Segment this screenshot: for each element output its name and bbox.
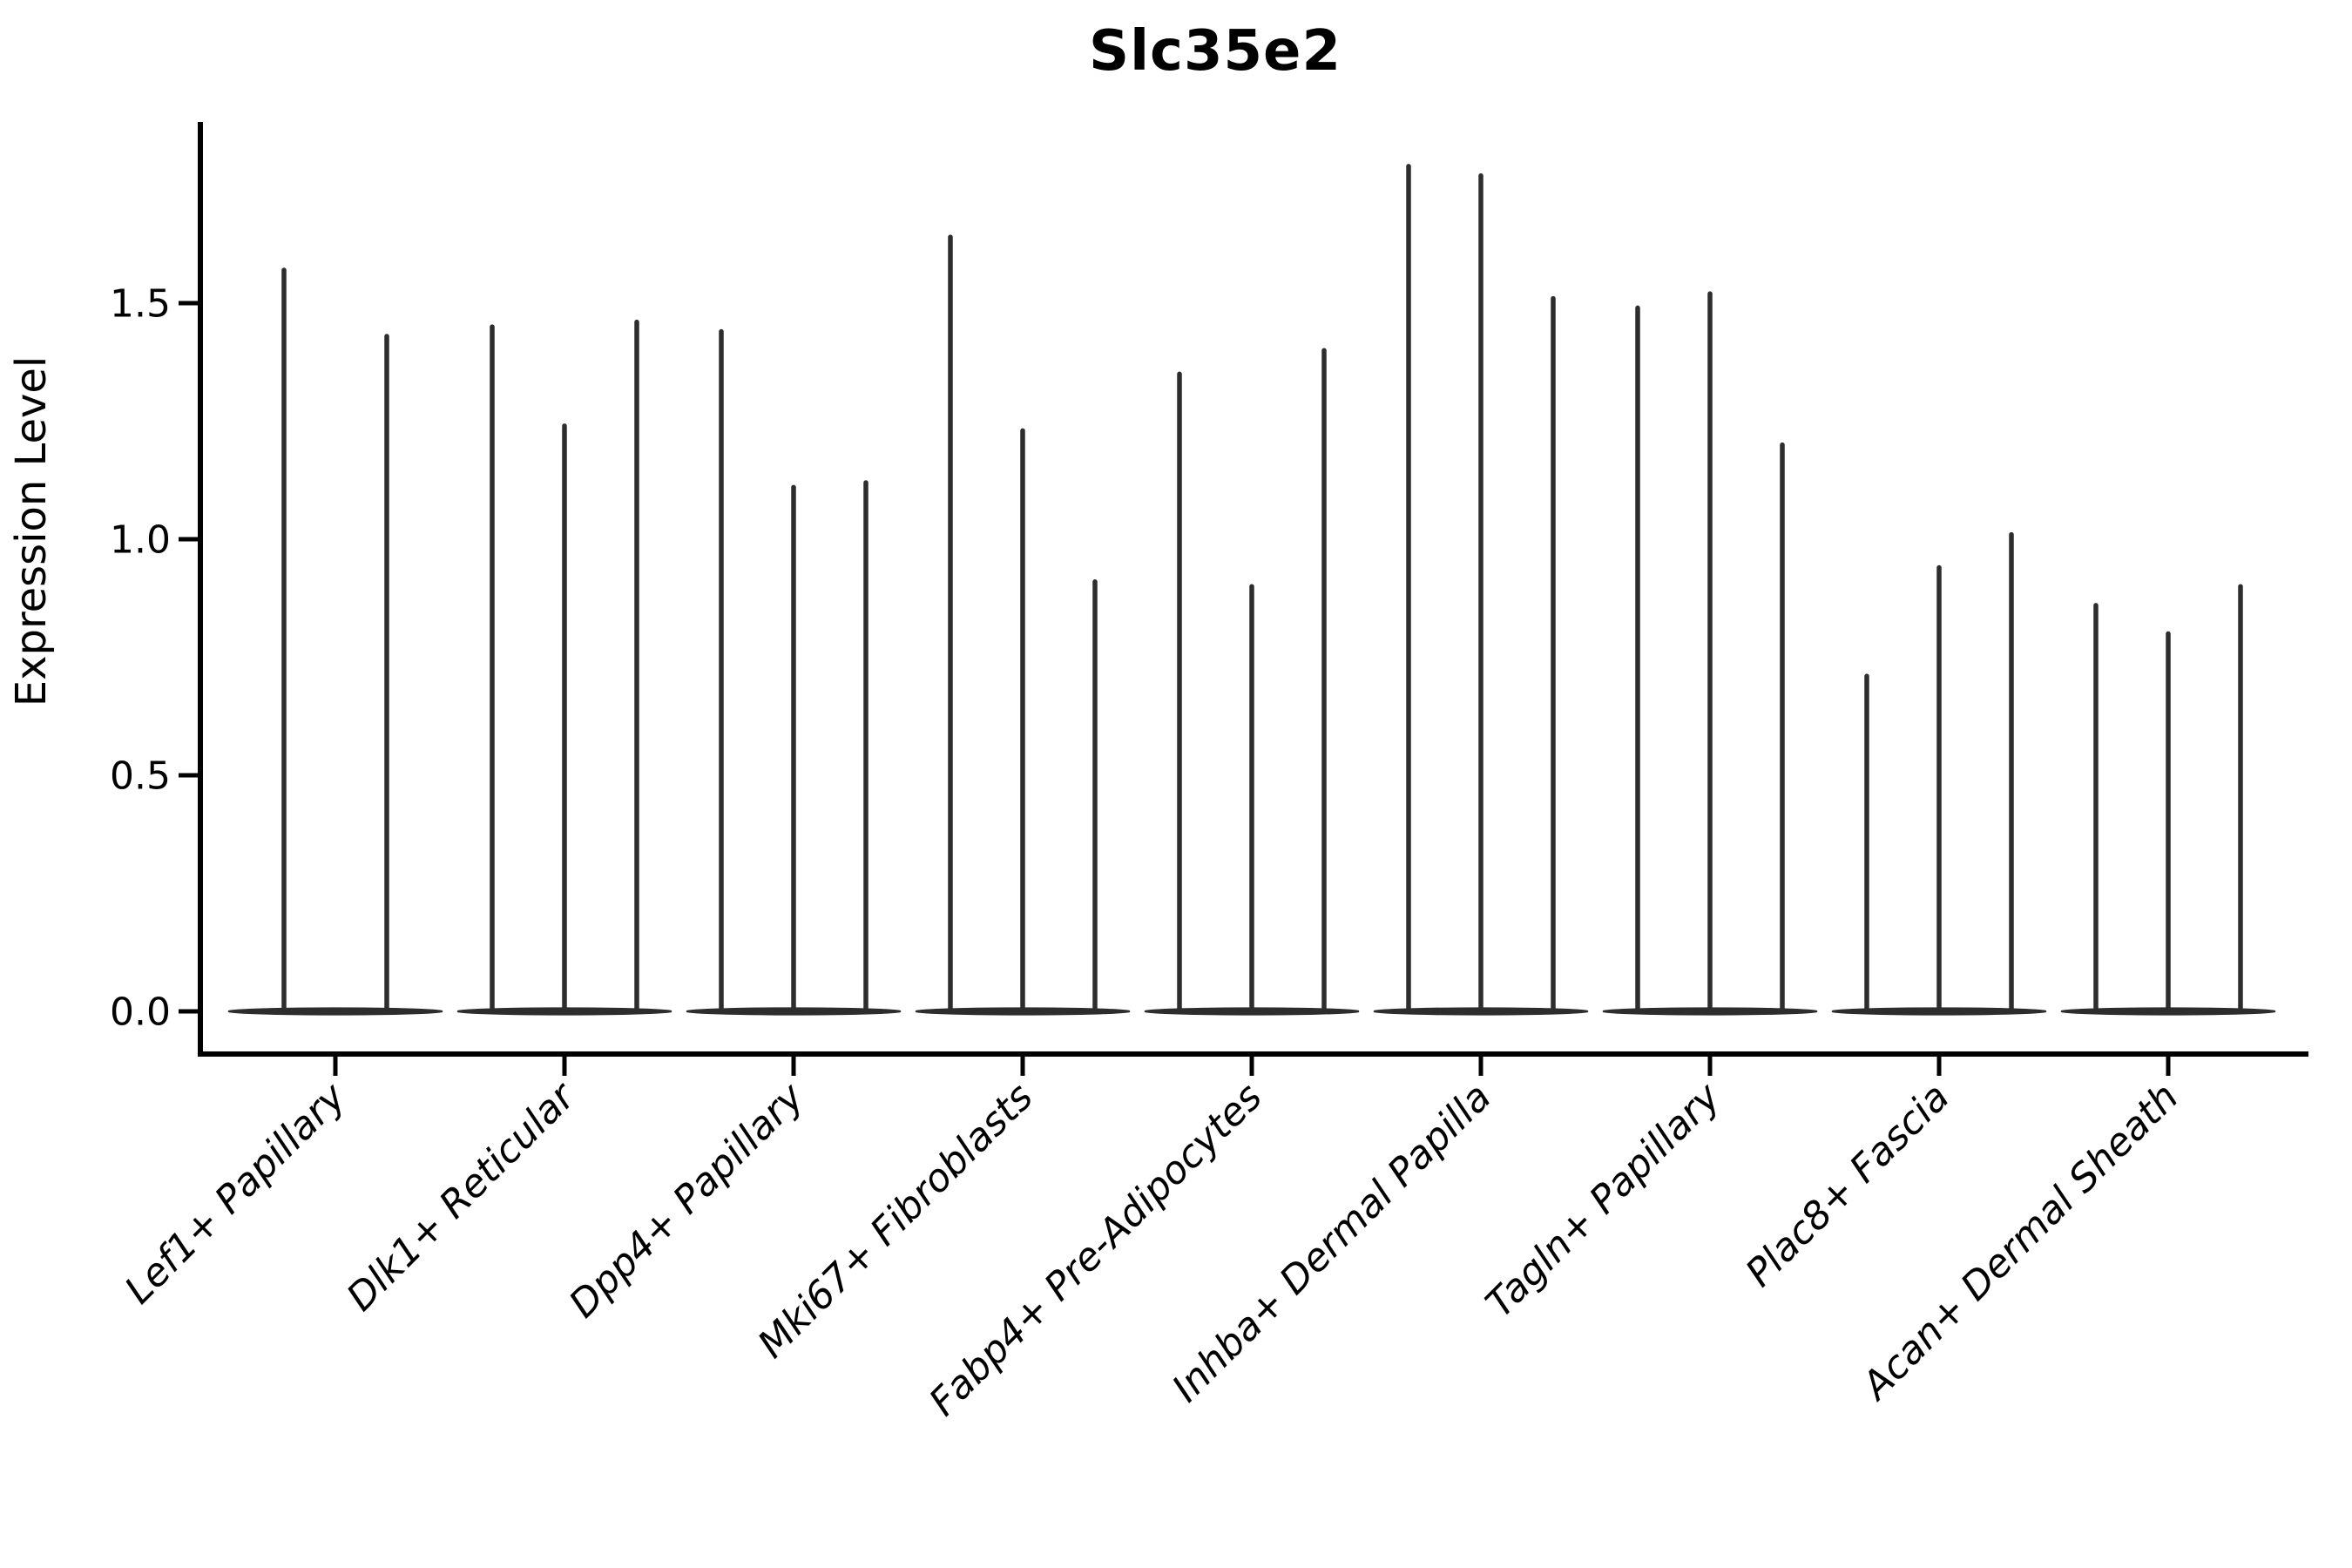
x-tick-label: Tagln+ Papillary bbox=[1477, 1074, 1729, 1326]
x-tick-label: Dpp4+ Papillary bbox=[561, 1074, 814, 1327]
y-axis-label: Expression Level bbox=[7, 356, 56, 707]
x-tick-label: Dlk1+ Reticular bbox=[338, 1073, 585, 1320]
violin-base bbox=[227, 1007, 443, 1016]
y-tick-label: 1.0 bbox=[110, 517, 171, 562]
violin-base bbox=[915, 1007, 1131, 1016]
violin-base bbox=[1831, 1007, 2047, 1016]
violin-base bbox=[1602, 1007, 1818, 1016]
y-tick-label: 0.5 bbox=[110, 754, 171, 798]
violin-base bbox=[686, 1007, 902, 1016]
plot-title: Slc35e2 bbox=[1089, 19, 1342, 84]
y-tick-label: 0.0 bbox=[110, 990, 171, 1034]
x-tick-label: Plac8+ Fascia bbox=[1737, 1075, 1957, 1295]
violin-base bbox=[456, 1007, 672, 1016]
violin-base bbox=[1373, 1007, 1589, 1016]
violin-base bbox=[2060, 1007, 2276, 1016]
y-tick-label: 1.5 bbox=[110, 281, 171, 326]
x-tick-label: Lef1+ Papillary bbox=[117, 1074, 355, 1313]
violin-base bbox=[1144, 1007, 1360, 1016]
